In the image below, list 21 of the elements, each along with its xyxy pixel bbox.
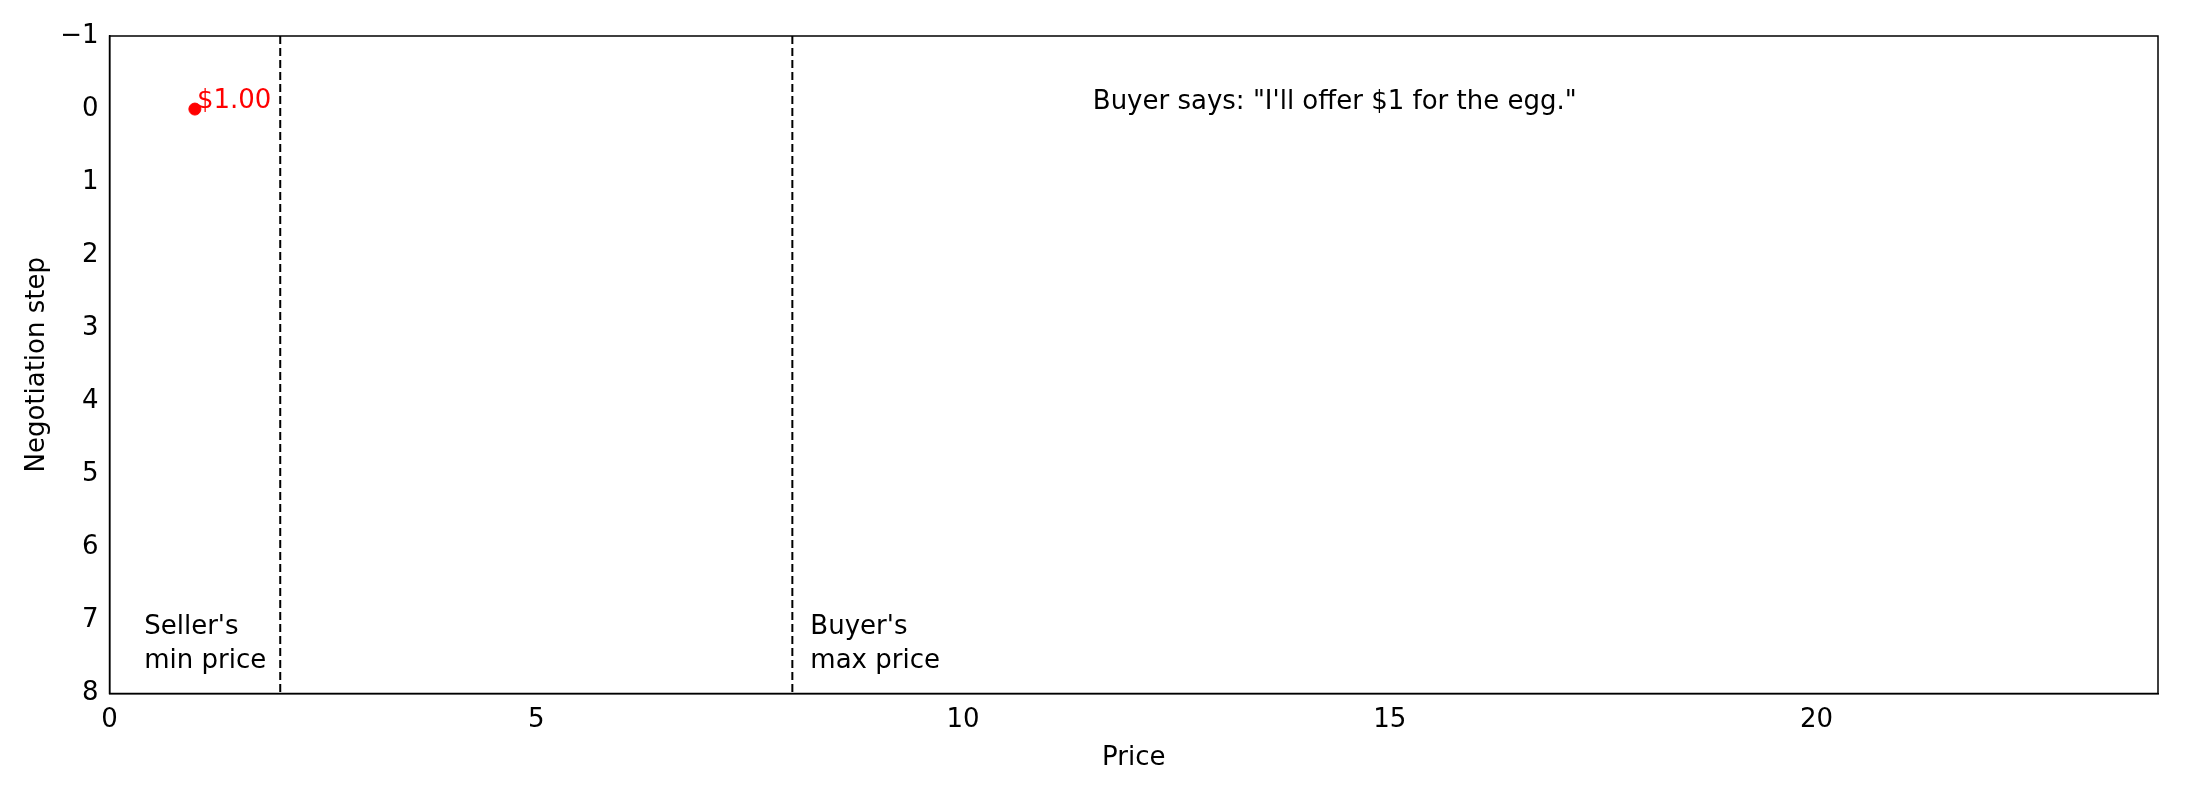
- x-tick-label: 5: [528, 702, 545, 733]
- y-tick-label: 7: [81, 603, 99, 634]
- annotation: Buyer says: "I'll offer $1 for the egg.": [1092, 84, 1577, 115]
- y-tick-label: 5: [81, 457, 99, 488]
- y-tick-label: 2: [81, 237, 99, 268]
- x-tick-label: 0: [101, 702, 118, 733]
- x-tick-label: 20: [1800, 702, 1834, 733]
- y-tick-label: 8: [81, 676, 99, 707]
- x-axis-title: Price: [1102, 741, 1166, 772]
- y-tick-label: 0: [81, 91, 99, 122]
- annotation: $1.00: [196, 83, 272, 114]
- ref-line-label: Seller's min price: [144, 609, 267, 674]
- y-tick-label: 1: [81, 164, 99, 195]
- y-tick-label: 3: [81, 311, 99, 342]
- x-tick-label: 15: [1373, 702, 1407, 733]
- y-axis-title: Negotiation step: [20, 257, 51, 473]
- y-tick-label: 4: [81, 384, 99, 415]
- y-tick-label: −1: [60, 18, 99, 49]
- x-tick-label: 10: [946, 702, 980, 733]
- ref-line-label: Buyer's max price: [810, 609, 940, 674]
- y-tick-label: 6: [81, 530, 99, 561]
